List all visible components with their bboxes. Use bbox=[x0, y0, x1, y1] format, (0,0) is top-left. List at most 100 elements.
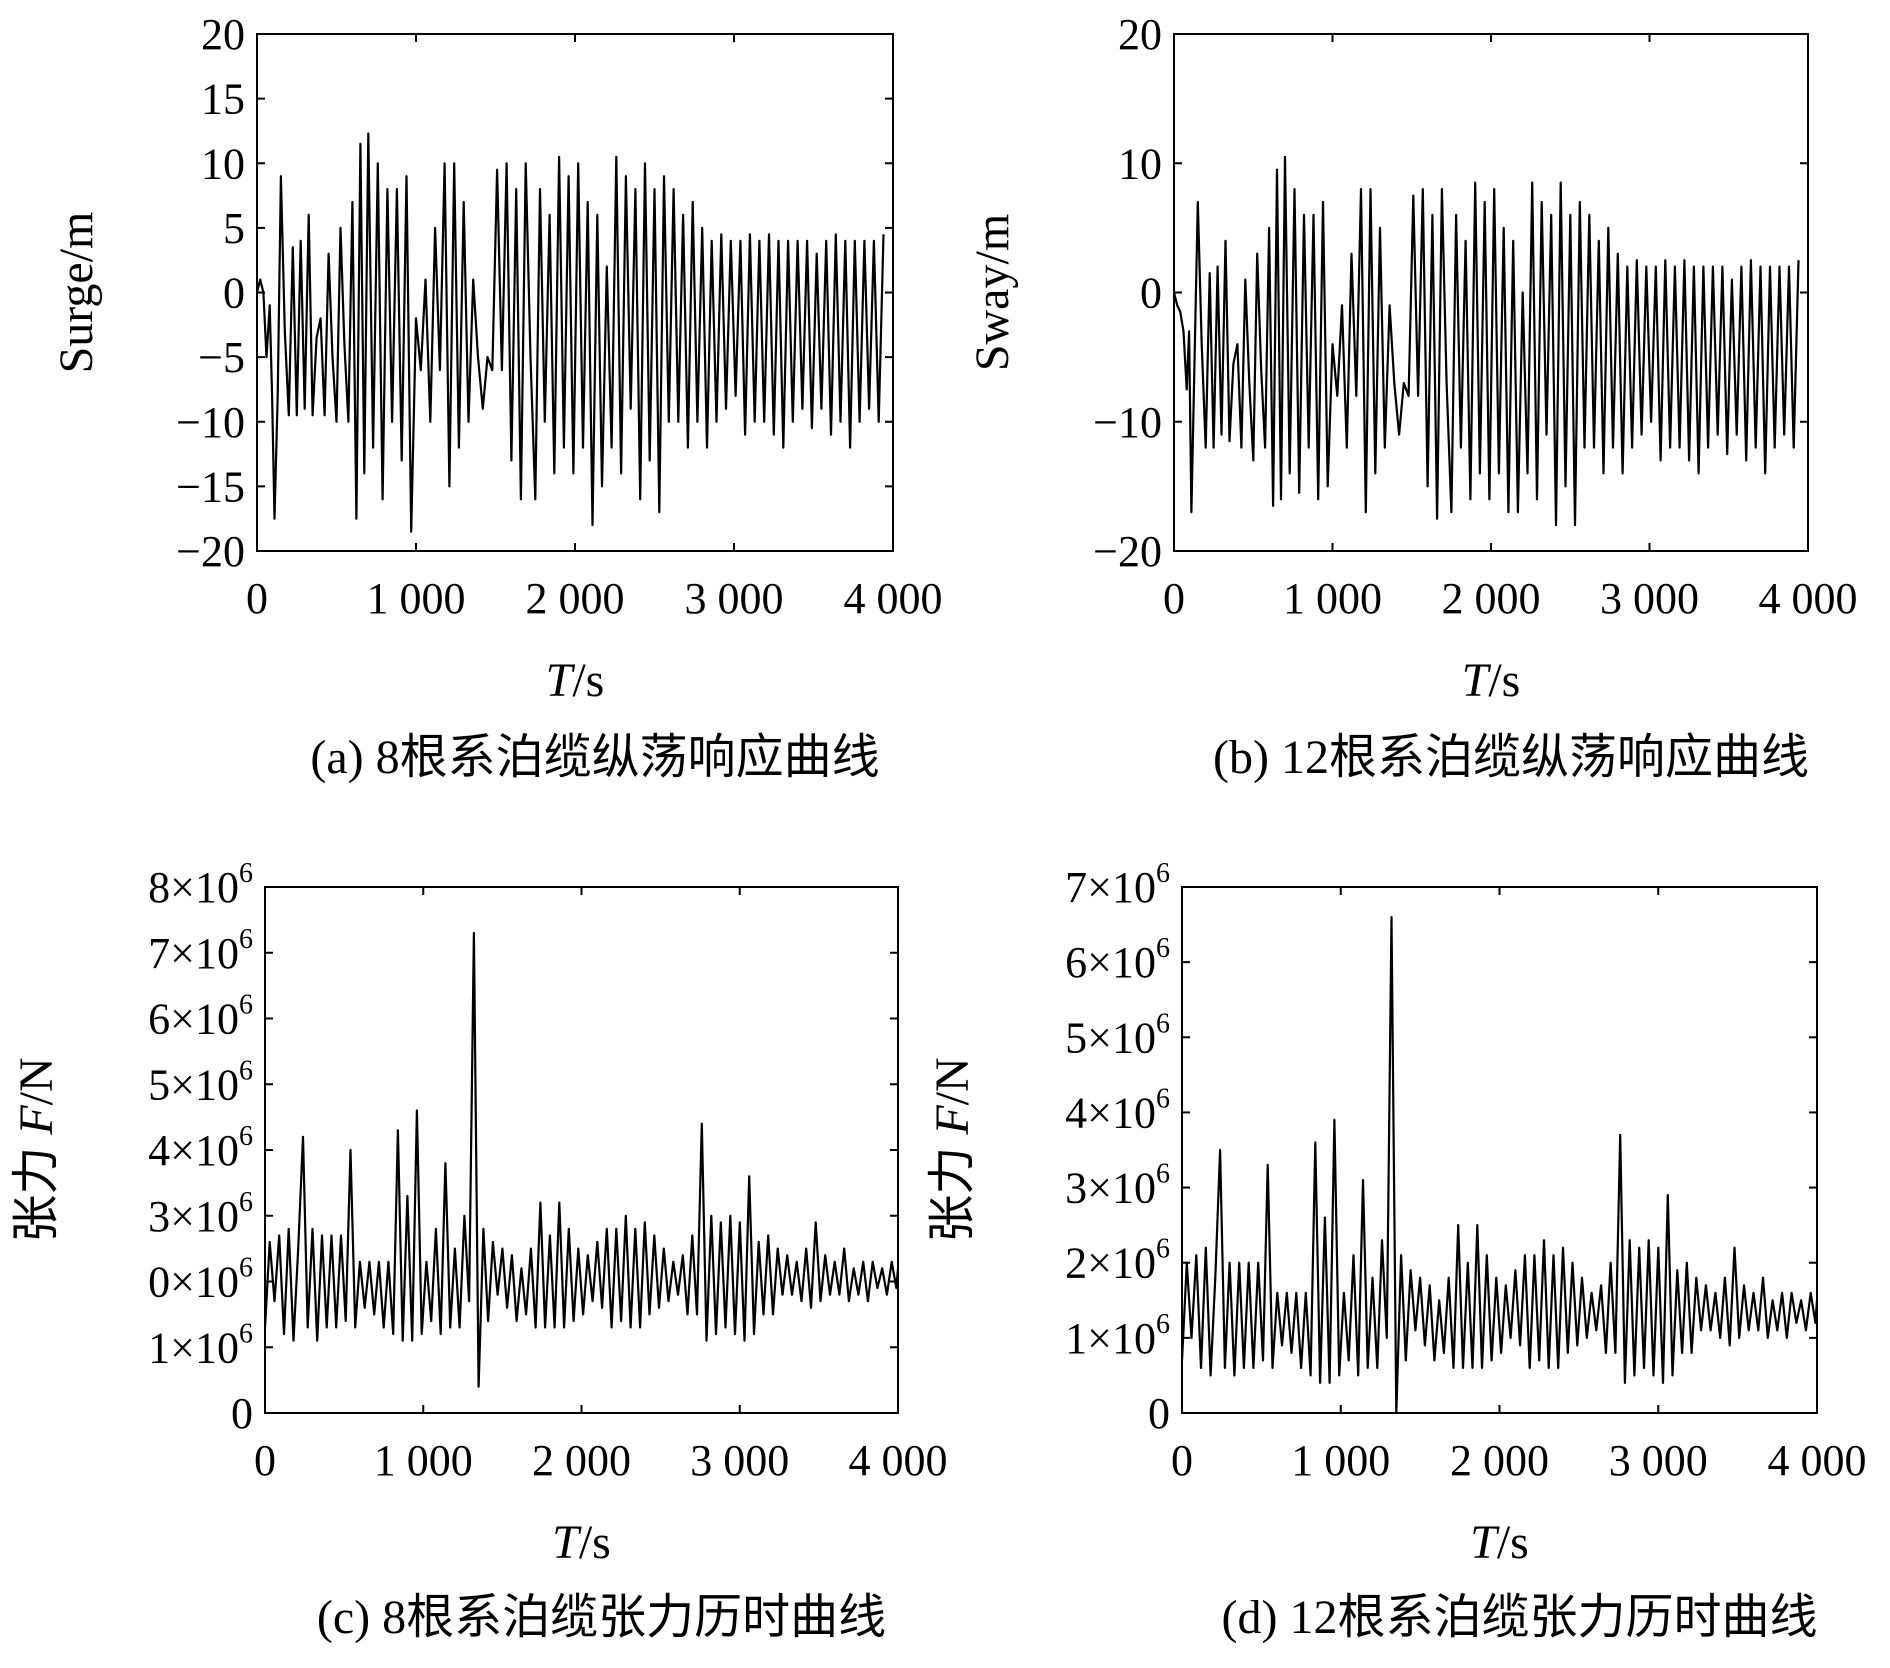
panel-d-x-axis-label-var: T bbox=[1470, 1516, 1500, 1569]
panel-c-y-axis-label-var: F bbox=[10, 1105, 63, 1136]
panel-c-x-tick-label: 0 bbox=[254, 1436, 276, 1485]
panel-b-x-axis-label-var: T bbox=[1462, 654, 1492, 707]
panel-c-y-tick-label: 6×106 bbox=[148, 990, 253, 1044]
panel-d-y-tick-mantissa: 1×10 bbox=[1065, 1314, 1156, 1363]
panel-c-x-tick-label: 4 000 bbox=[849, 1436, 948, 1485]
panel-d-y-axis-label-prefix: 张力 bbox=[926, 1135, 979, 1243]
panel-c-y-tick-exponent: 6 bbox=[239, 1187, 253, 1218]
panel-c-y-tick-label: 0×106 bbox=[148, 1253, 253, 1307]
panel-b-x-tick-label: 4 000 bbox=[1759, 574, 1858, 623]
panel-b-y-axis-label: Sway/m bbox=[966, 214, 1019, 371]
panel-a-y-tick-label: 10 bbox=[201, 139, 245, 188]
panel-d-y-tick-exponent: 6 bbox=[1156, 933, 1170, 964]
panel-c-y-tick-mantissa: 8×10 bbox=[148, 863, 239, 912]
panel-b-y-tick-label: 10 bbox=[1118, 139, 1162, 188]
panel-d-y-tick-exponent: 6 bbox=[1156, 1083, 1170, 1114]
panel-d-y-tick-exponent: 6 bbox=[1156, 1234, 1170, 1265]
panel-d-x-axis-label-unit: /s bbox=[1497, 1516, 1529, 1569]
panel-d-y-tick-exponent: 6 bbox=[1156, 1309, 1170, 1340]
panel-c-caption: (c) 8根系泊缆张力历时曲线 bbox=[317, 1591, 886, 1644]
panel-c-x-axis-label: T/s bbox=[552, 1516, 611, 1569]
panel-c-y-tick-mantissa: 4×10 bbox=[148, 1126, 239, 1175]
panel-b-x-axis-label: T/s bbox=[1462, 654, 1521, 707]
panel-a-y-tick-label: 20 bbox=[201, 10, 245, 59]
panel-b-y-tick-label: −20 bbox=[1093, 527, 1162, 576]
panel-a-x-axis-label: T/s bbox=[546, 654, 605, 707]
panel-d-y-axis-label: 张力 F/N bbox=[926, 1057, 979, 1242]
panel-a-y-tick-label: −20 bbox=[176, 527, 245, 576]
panel-d-y-tick-mantissa: 3×10 bbox=[1065, 1164, 1156, 1213]
panel-b-x-tick-label: 2 000 bbox=[1442, 574, 1541, 623]
panel-c-y-tick-exponent: 6 bbox=[239, 858, 253, 889]
panel-d-y-tick-label: 4×106 bbox=[1065, 1083, 1170, 1137]
panel-d-series-line bbox=[1180, 915, 1819, 1415]
panel-d-y-tick-label: 1×106 bbox=[1065, 1309, 1170, 1363]
panel-d-x-tick-label: 3 000 bbox=[1609, 1436, 1708, 1485]
panel-d-y-tick-mantissa: 5×10 bbox=[1065, 1013, 1156, 1062]
panel-c-y-tick-label: 4×106 bbox=[148, 1121, 253, 1175]
panel-c-y-tick-exponent: 6 bbox=[239, 1253, 253, 1284]
panel-b-series-line bbox=[1172, 155, 1800, 527]
panel-d-x-tick-label: 2 000 bbox=[1450, 1436, 1549, 1485]
panel-c-x-tick-label: 3 000 bbox=[690, 1436, 789, 1485]
panel-d-y-tick-exponent: 6 bbox=[1156, 1159, 1170, 1190]
panel-c-y-axis-label: 张力 F/N bbox=[10, 1057, 63, 1242]
panel-c-y-tick-label: 3×106 bbox=[148, 1187, 253, 1241]
panel-a-series-line bbox=[255, 132, 885, 533]
panel-c-y-tick-exponent: 6 bbox=[239, 1055, 253, 1086]
panel-c-y-tick-mantissa: 5×10 bbox=[148, 1060, 239, 1109]
panel-c-y-tick-exponent: 6 bbox=[239, 1318, 253, 1349]
panel-b-x-axis-label-unit: /s bbox=[1488, 654, 1520, 707]
panel-c-y-tick-mantissa: 3×10 bbox=[148, 1192, 239, 1241]
panel-b-caption: (b) 12根系泊缆纵荡响应曲线 bbox=[1213, 731, 1809, 784]
panel-c-y-tick-exponent: 6 bbox=[239, 924, 253, 955]
panel-a-y-tick-label: 0 bbox=[223, 269, 245, 318]
panel-d-y-tick-mantissa: 2×10 bbox=[1065, 1239, 1156, 1288]
panel-c-y-axis-label-unit: /N bbox=[10, 1057, 63, 1105]
panel-d-y-tick-label: 3×106 bbox=[1065, 1159, 1170, 1213]
panel-b-x-tick-label: 0 bbox=[1163, 574, 1185, 623]
panel-b-y-tick-label: 20 bbox=[1118, 10, 1162, 59]
panel-a-y-axis-label: Surge/m bbox=[50, 212, 103, 374]
panel-c-x-tick-label: 2 000 bbox=[532, 1436, 631, 1485]
panel-d-y-tick-label: 2×106 bbox=[1065, 1234, 1170, 1288]
panel-c-plot-frame bbox=[264, 886, 899, 1414]
panel-a-y-tick-label: −5 bbox=[198, 333, 245, 382]
panel-d-x-axis-label: T/s bbox=[1470, 1516, 1529, 1569]
panel-c-x-axis-label-unit: /s bbox=[579, 1516, 611, 1569]
panel-d-y-tick-mantissa: 7×10 bbox=[1065, 863, 1156, 912]
panel-a-caption: (a) 8根系泊缆纵荡响应曲线 bbox=[310, 731, 879, 784]
panel-c-y-tick-mantissa: 6×10 bbox=[148, 995, 239, 1044]
panel-c-y-tick-label: 0 bbox=[231, 1389, 253, 1438]
panel-d-y-tick-mantissa: 0 bbox=[1148, 1389, 1170, 1438]
panel-d-y-tick-label: 0 bbox=[1148, 1389, 1170, 1438]
panel-d-y-axis-label-var: F bbox=[926, 1105, 979, 1136]
panel-a-x-tick-label: 0 bbox=[246, 574, 268, 623]
panel-d-y-tick-mantissa: 6×10 bbox=[1065, 938, 1156, 987]
panel-a-plot-frame bbox=[256, 33, 894, 552]
panel-c-y-tick-label: 7×106 bbox=[148, 924, 253, 978]
panel-c-y-tick-mantissa: 0 bbox=[231, 1389, 253, 1438]
panel-c-y-tick-exponent: 6 bbox=[239, 990, 253, 1021]
panel-d-y-axis-label-unit: /N bbox=[926, 1057, 979, 1105]
panel-c-y-tick-label: 5×106 bbox=[148, 1055, 253, 1109]
panel-a-x-axis-label-var: T bbox=[546, 654, 576, 707]
panel-d-x-tick-label: 4 000 bbox=[1768, 1436, 1867, 1485]
panel-c-y-axis-label-prefix: 张力 bbox=[10, 1135, 63, 1243]
panel-b-x-tick-label: 1 000 bbox=[1283, 574, 1382, 623]
panel-b: 0 1 000 2 000 3 000 4 000 −20 −10 0 10 20 T/s Sway/… bbox=[966, 10, 1858, 784]
panel-b-y-tick-label: 0 bbox=[1140, 269, 1162, 318]
panel-d-y-tick-label: 5×106 bbox=[1065, 1008, 1170, 1062]
panel-b-x-tick-label: 3 000 bbox=[1600, 574, 1699, 623]
panel-d-x-tick-label: 0 bbox=[1171, 1436, 1193, 1485]
panel-c-y-tick-mantissa: 1×10 bbox=[148, 1323, 239, 1372]
panel-b-y-tick-label: −10 bbox=[1093, 398, 1162, 447]
panel-a-x-tick-label: 3 000 bbox=[685, 574, 784, 623]
panel-c-y-tick-mantissa: 0×10 bbox=[148, 1258, 239, 1307]
panel-a-y-tick-label: 5 bbox=[223, 204, 245, 253]
panel-a-x-tick-label: 1 000 bbox=[367, 574, 466, 623]
panel-a-x-tick-label: 4 000 bbox=[844, 574, 943, 623]
